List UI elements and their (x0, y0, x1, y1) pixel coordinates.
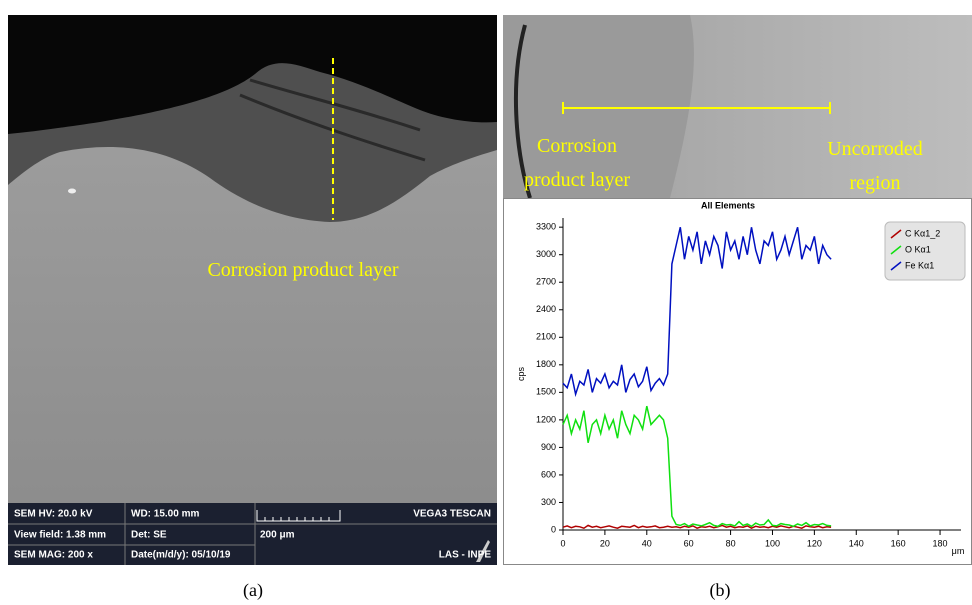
x-tick-label: 180 (933, 538, 948, 548)
panel-label: (b) (710, 580, 731, 601)
y-tick-label: 900 (541, 442, 556, 452)
info-text: VEGA3 TESCAN (413, 509, 491, 520)
annotation: Corrosion (537, 135, 617, 157)
info-text: View field: 1.38 mm (14, 530, 106, 541)
info-text: LAS - INPE (439, 550, 492, 561)
y-tick-label: 1800 (536, 359, 556, 369)
y-tick-label: 2400 (536, 304, 556, 314)
x-tick-label: 60 (684, 538, 694, 548)
y-tick-label: 300 (541, 497, 556, 507)
x-tick-label: 100 (765, 538, 780, 548)
page: Corrosion product layer SEM HV: 20.0 kV W… (0, 0, 972, 605)
y-tick-label: 1500 (536, 387, 556, 397)
x-tick-label: 140 (849, 538, 864, 548)
info-text: SEM HV: 20.0 kV (14, 509, 93, 520)
panel-label: (a) (243, 580, 263, 601)
chart-title: All Elements (701, 200, 755, 210)
y-tick-label: 600 (541, 469, 556, 479)
x-tick-label: 20 (600, 538, 610, 548)
legend-label: C Kα1_2 (905, 228, 940, 238)
y-tick-label: 0 (551, 524, 556, 534)
x-axis-label: μm (952, 546, 965, 556)
x-tick-label: 80 (726, 538, 736, 548)
x-tick-label: 160 (891, 538, 906, 548)
y-axis-label: cps (516, 367, 526, 382)
info-text: Det: SE (131, 530, 167, 541)
info-text: Date(m/d/y): 05/10/19 (131, 550, 231, 561)
annotation: Corrosion product layer (207, 259, 398, 281)
info-text: SEM MAG: 200 x (14, 550, 93, 561)
y-tick-label: 3000 (536, 249, 556, 259)
y-tick-label: 2700 (536, 277, 556, 287)
x-tick-label: 0 (560, 538, 565, 548)
annotation: region (849, 172, 900, 194)
x-tick-label: 40 (642, 538, 652, 548)
annotation: Uncorroded (827, 138, 923, 160)
annotation: product layer (524, 169, 630, 191)
info-text: WD: 15.00 mm (131, 509, 199, 520)
y-tick-label: 3300 (536, 222, 556, 232)
figure: Corrosion product layer SEM HV: 20.0 kV W… (0, 0, 972, 605)
y-tick-label: 2100 (536, 332, 556, 342)
particle (68, 189, 76, 194)
legend-label: Fe Kα1 (905, 260, 934, 270)
y-tick-label: 1200 (536, 414, 556, 424)
x-tick-label: 120 (807, 538, 822, 548)
legend-label: O Kα1 (905, 244, 931, 254)
info-text: 200 μm (260, 530, 295, 541)
